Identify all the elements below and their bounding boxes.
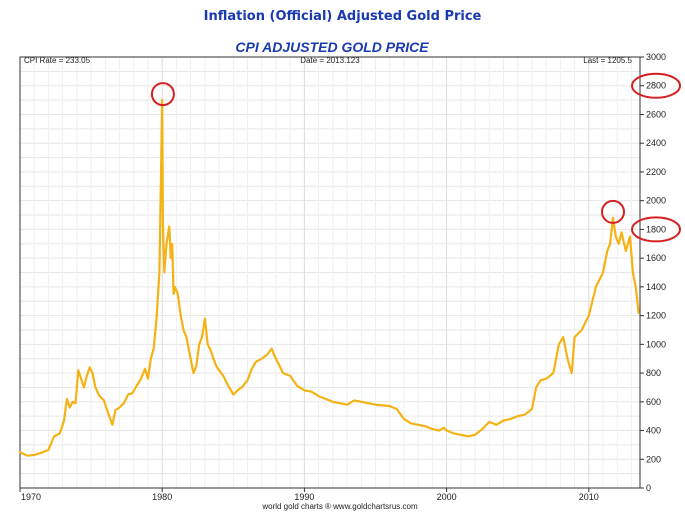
y-tick-label: 200: [646, 454, 661, 464]
y-tick-label: 2200: [646, 167, 666, 177]
chart-title: CPI ADJUSTED GOLD PRICE: [235, 39, 429, 55]
y-tick-label: 2000: [646, 196, 666, 206]
y-tick-label: 400: [646, 426, 661, 436]
source-footer: world gold charts ® www.goldchartsrus.co…: [261, 502, 418, 511]
y-tick-label: 1800: [646, 224, 666, 234]
x-tick-label: 2010: [579, 492, 599, 502]
x-tick-label: 2000: [437, 492, 457, 502]
x-tick-label: 1970: [21, 492, 41, 502]
date-label: Date = 2013.123: [300, 56, 360, 65]
y-tick-label: 2400: [646, 138, 666, 148]
series-line-gold-price: [18, 99, 640, 457]
highlight-ellipse-tick: [631, 72, 681, 99]
x-tick-label: 1980: [152, 492, 172, 502]
y-tick-label: 1200: [646, 311, 666, 321]
y-tick-label: 0: [646, 483, 651, 493]
y-tick-label: 2600: [646, 109, 666, 119]
highlight-circle-peak: [150, 82, 175, 107]
y-tick-label: 3000: [646, 52, 666, 62]
y-tick-label: 2800: [646, 81, 666, 91]
highlight-circle-peak: [600, 199, 625, 224]
page-title: Inflation (Official) Adjusted Gold Price: [203, 9, 482, 24]
cpi-rate-label: CPI Rate = 233.05: [24, 56, 91, 65]
y-tick-label: 800: [646, 368, 661, 378]
axes: 0 200 400 600 800 1000 1200 1400 1600 1800 2000 220…: [19, 52, 666, 502]
highlights: [150, 72, 681, 243]
grid: [20, 57, 640, 488]
y-tick-label: 1600: [646, 253, 666, 263]
last-price-label: Last = 1205.5: [583, 56, 632, 65]
y-tick-label: 1400: [646, 282, 666, 292]
x-tick-label: 1990: [294, 492, 314, 502]
plot-frame: [19, 56, 641, 489]
y-tick-label: 1000: [646, 339, 666, 349]
y-tick-label: 600: [646, 397, 661, 407]
highlight-ellipse-tick: [631, 216, 681, 243]
